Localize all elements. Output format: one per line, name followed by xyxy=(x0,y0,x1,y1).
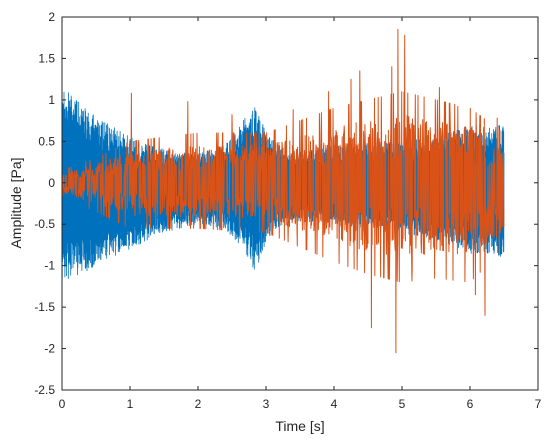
y-tick-label: 1 xyxy=(48,93,55,107)
y-tick-label: -0.5 xyxy=(34,217,55,231)
plot-frame xyxy=(61,16,539,391)
y-tick-label: 0.5 xyxy=(38,134,55,148)
y-tick-label: -1 xyxy=(44,259,55,273)
y-tick-label: 2 xyxy=(48,10,55,24)
ticks-layer: 0 1 2 3 4 5 6 7 2 1.5 1 0.5 0 -0.5 -1 -1.5 -2 -2.5 xyxy=(34,10,541,411)
x-tick-label: 3 xyxy=(263,397,270,411)
x-tick-label: 5 xyxy=(399,397,406,411)
x-tick-label: 6 xyxy=(467,397,474,411)
series-layer xyxy=(61,28,505,354)
y-tick-label: 1.5 xyxy=(38,51,55,65)
x-tick-label: 4 xyxy=(331,397,338,411)
x-tick-label: 2 xyxy=(195,397,202,411)
y-tick-label: 0 xyxy=(48,176,55,190)
y-tick-label: -2 xyxy=(44,342,55,356)
y-tick-label: -2.5 xyxy=(34,383,55,397)
x-tick-label: 7 xyxy=(535,397,542,411)
series-orange-line xyxy=(61,28,505,354)
x-tick-label: 1 xyxy=(127,397,134,411)
x-axis-label: Time [s] xyxy=(275,418,324,434)
x-tick-label: 0 xyxy=(59,397,66,411)
y-tick-label: -1.5 xyxy=(34,300,55,314)
y-axis-label: Amplitude [Pa] xyxy=(8,157,24,248)
